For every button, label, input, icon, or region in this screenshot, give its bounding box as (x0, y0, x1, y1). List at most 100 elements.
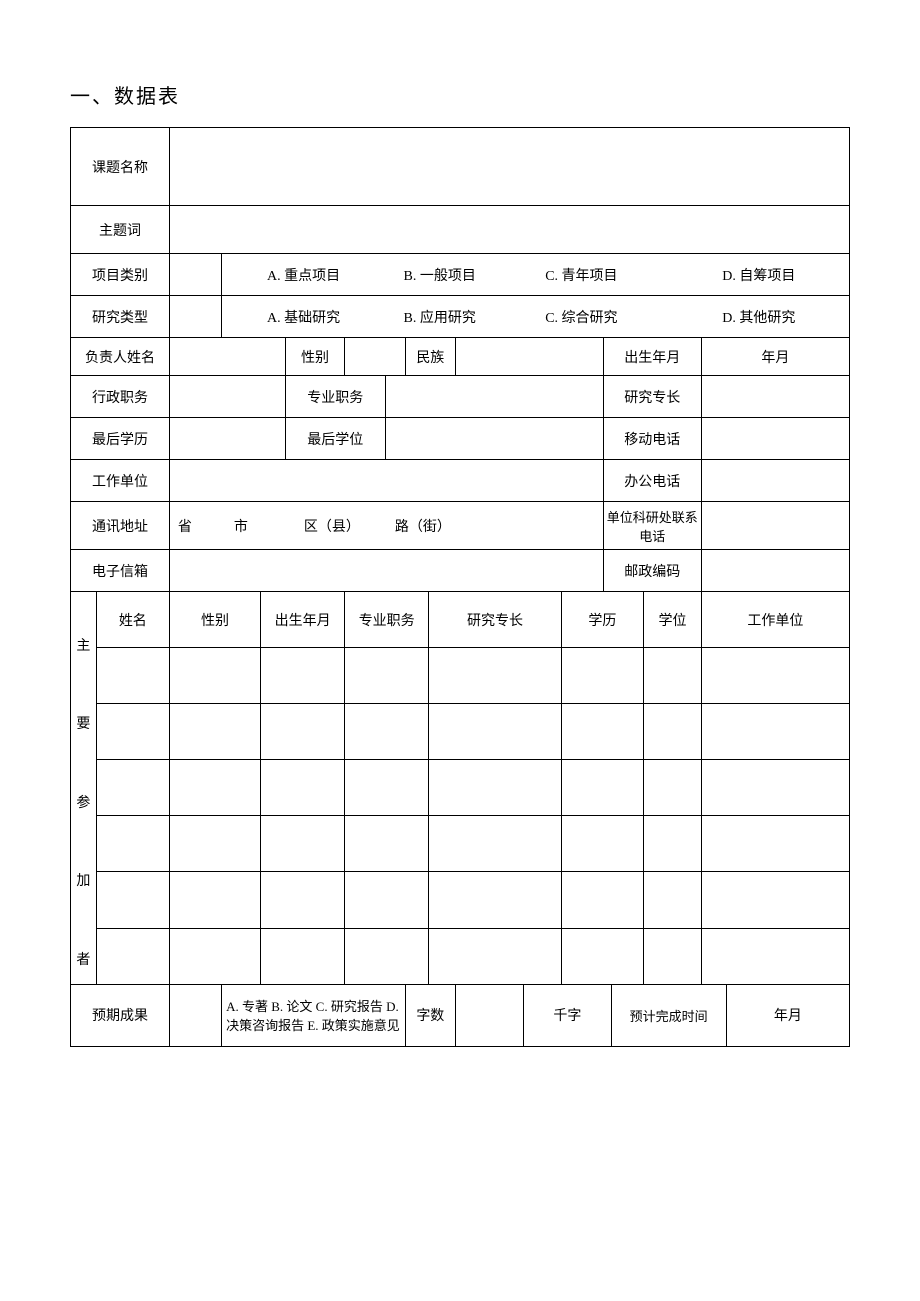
option-research-d: D. 其他研究 (669, 296, 850, 338)
field-research-type-code[interactable] (169, 296, 221, 338)
label-final-degree: 最后学位 (285, 418, 385, 460)
p-name[interactable] (96, 648, 169, 704)
option-project-a: A. 重点项目 (222, 254, 386, 296)
p-gender[interactable] (169, 816, 260, 872)
p-degree[interactable] (644, 928, 702, 984)
p-position[interactable] (345, 816, 429, 872)
p-education[interactable] (561, 648, 644, 704)
p-name[interactable] (96, 928, 169, 984)
p-specialty[interactable] (429, 872, 561, 928)
field-topic-name[interactable] (169, 128, 849, 206)
header-degree: 学位 (644, 592, 702, 648)
p-gender[interactable] (169, 760, 260, 816)
label-research-specialty: 研究专长 (603, 376, 701, 418)
p-birth[interactable] (261, 704, 345, 760)
p-specialty[interactable] (429, 704, 561, 760)
option-research-c: C. 综合研究 (494, 296, 668, 338)
p-degree[interactable] (644, 872, 702, 928)
label-word-count: 字数 (405, 984, 455, 1046)
field-mobile-phone[interactable] (701, 418, 849, 460)
label-topic-name: 课题名称 (71, 128, 170, 206)
p-name[interactable] (96, 704, 169, 760)
p-gender[interactable] (169, 928, 260, 984)
field-admin-position[interactable] (169, 376, 285, 418)
p-workunit[interactable] (701, 704, 849, 760)
option-project-b: B. 一般项目 (385, 254, 494, 296)
field-postal-code[interactable] (701, 550, 849, 592)
p-name[interactable] (96, 760, 169, 816)
expected-results-options: A. 专著 B. 论文 C. 研究报告 D. 决策咨询报告 E. 政策实施意见 (222, 984, 406, 1046)
field-email[interactable] (169, 550, 603, 592)
field-word-count[interactable] (455, 984, 524, 1046)
field-project-category-code[interactable] (169, 254, 221, 296)
p-degree[interactable] (644, 816, 702, 872)
field-address[interactable]: 省 市 区（县） 路（街） (169, 502, 603, 550)
p-workunit[interactable] (701, 928, 849, 984)
field-leader-name[interactable] (169, 338, 285, 376)
p-gender[interactable] (169, 704, 260, 760)
p-degree[interactable] (644, 704, 702, 760)
p-workunit[interactable] (701, 816, 849, 872)
p-position[interactable] (345, 872, 429, 928)
label-admin-position: 行政职务 (71, 376, 170, 418)
p-workunit[interactable] (701, 648, 849, 704)
participant-row (71, 648, 850, 704)
p-education[interactable] (561, 760, 644, 816)
p-birth[interactable] (261, 648, 345, 704)
p-name[interactable] (96, 872, 169, 928)
p-specialty[interactable] (429, 816, 561, 872)
label-gender: 性别 (285, 338, 344, 376)
p-birth[interactable] (261, 872, 345, 928)
field-keywords[interactable] (169, 206, 849, 254)
p-specialty[interactable] (429, 648, 561, 704)
header-birth-date: 出生年月 (261, 592, 345, 648)
field-work-unit[interactable] (169, 460, 603, 502)
p-education[interactable] (561, 928, 644, 984)
header-work-unit: 工作单位 (701, 592, 849, 648)
label-expected-completion: 预计完成时间 (611, 984, 726, 1046)
label-postal-code: 邮政编码 (603, 550, 701, 592)
field-research-office-phone[interactable] (701, 502, 849, 550)
p-education[interactable] (561, 872, 644, 928)
p-name[interactable] (96, 816, 169, 872)
p-position[interactable] (345, 928, 429, 984)
header-gender: 性别 (169, 592, 260, 648)
label-ethnicity: 民族 (405, 338, 455, 376)
label-professional-position: 专业职务 (285, 376, 385, 418)
participant-row (71, 872, 850, 928)
label-research-type: 研究类型 (71, 296, 170, 338)
label-birth-date: 出生年月 (603, 338, 701, 376)
p-birth[interactable] (261, 816, 345, 872)
p-position[interactable] (345, 648, 429, 704)
p-education[interactable] (561, 816, 644, 872)
participant-row (71, 816, 850, 872)
field-birth-date[interactable]: 年月 (701, 338, 849, 376)
p-degree[interactable] (644, 760, 702, 816)
label-keywords: 主题词 (71, 206, 170, 254)
participant-row (71, 760, 850, 816)
field-expected-completion[interactable]: 年月 (726, 984, 849, 1046)
field-research-specialty[interactable] (701, 376, 849, 418)
label-leader-name: 负责人姓名 (71, 338, 170, 376)
field-office-phone[interactable] (701, 460, 849, 502)
p-workunit[interactable] (701, 760, 849, 816)
p-specialty[interactable] (429, 760, 561, 816)
field-gender[interactable] (345, 338, 406, 376)
field-expected-results-code[interactable] (169, 984, 221, 1046)
label-thousand-chars: 千字 (524, 984, 611, 1046)
p-degree[interactable] (644, 648, 702, 704)
p-gender[interactable] (169, 648, 260, 704)
p-education[interactable] (561, 704, 644, 760)
p-specialty[interactable] (429, 928, 561, 984)
p-position[interactable] (345, 704, 429, 760)
field-final-education[interactable] (169, 418, 285, 460)
participant-row (71, 704, 850, 760)
p-birth[interactable] (261, 928, 345, 984)
p-gender[interactable] (169, 872, 260, 928)
p-birth[interactable] (261, 760, 345, 816)
field-ethnicity[interactable] (455, 338, 603, 376)
p-position[interactable] (345, 760, 429, 816)
p-workunit[interactable] (701, 872, 849, 928)
field-final-degree[interactable] (385, 418, 603, 460)
field-professional-position[interactable] (385, 376, 603, 418)
